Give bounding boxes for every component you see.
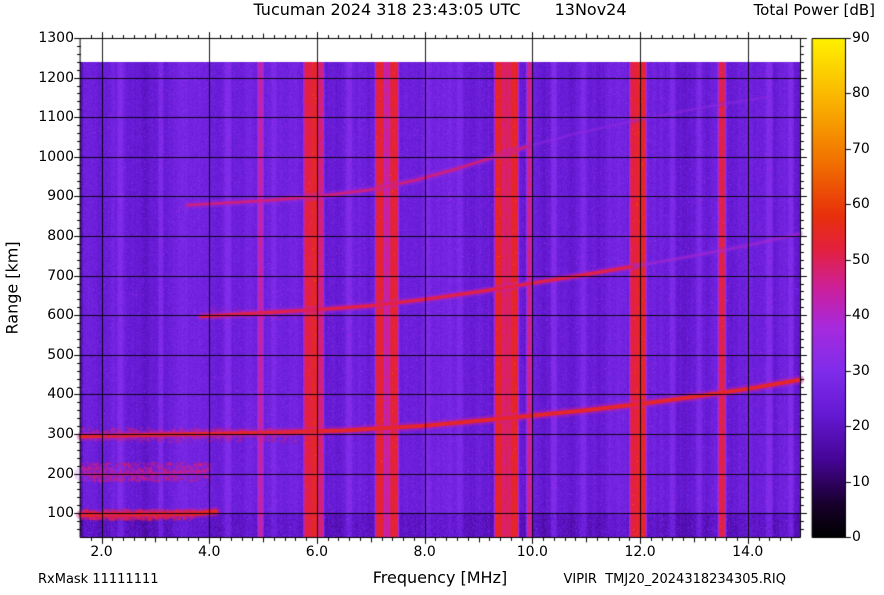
colorbar-tick-label: 20	[852, 418, 870, 435]
y-axis-tick-label: 1300	[38, 30, 74, 46]
file-id-label: VIPIR TMJ20_2024318234305.RIQ	[563, 572, 787, 587]
x-axis-tick-label: 12.0	[624, 544, 656, 560]
x-axis-tick-label: 10.0	[516, 544, 548, 560]
y-axis-tick-label: 100	[47, 505, 74, 522]
colorbar-tick-label: 60	[852, 196, 870, 213]
y-axis-tick-label: 1200	[38, 69, 74, 86]
y-axis-tick-label: 600	[47, 307, 74, 324]
colorbar-title: Total Power [dB]	[753, 1, 875, 19]
colorbar-tick-label: 30	[852, 362, 870, 379]
colorbar-tick-label: 70	[852, 140, 870, 157]
y-axis-tick-label: 500	[47, 346, 74, 363]
colorbar-tick-label: 40	[852, 307, 870, 324]
title-text: Tucuman 2024 318 23:43:05 UTC	[253, 0, 521, 19]
x-axis-tick-label: 8.0	[413, 544, 436, 560]
x-axis-tick-label: 4.0	[198, 544, 221, 560]
y-axis-tick-label: 1100	[38, 109, 74, 126]
colorbar-tick-label: 80	[852, 85, 870, 102]
title-date: 13Nov24	[554, 0, 627, 19]
colorbar-tick-label: 0	[852, 529, 861, 545]
x-axis-label: Frequency [MHz]	[372, 568, 508, 587]
x-axis-tick-label: 14.0	[732, 544, 764, 560]
colorbar-tick-label: 10	[852, 473, 870, 490]
y-axis-tick-label: 200	[47, 465, 74, 482]
plot-title: Tucuman 2024 318 23:43:05 UTC 13Nov24	[80, 1, 800, 21]
colorbar-tick-label: 50	[852, 251, 870, 268]
y-axis-tick-label: 700	[47, 267, 74, 284]
x-axis-tick-label: 6.0	[305, 544, 329, 560]
x-axis-tick-label: 2.0	[90, 544, 113, 560]
y-axis-tick-label: 800	[47, 228, 74, 245]
y-axis-tick-label: 900	[47, 188, 74, 205]
rxmask-label: RxMask 11111111	[38, 572, 159, 587]
y-axis-tick-label: 300	[47, 426, 74, 443]
y-axis-tick-label: 400	[47, 386, 74, 403]
colorbar-tick-label: 90	[852, 30, 870, 46]
y-axis-tick-label: 1000	[38, 148, 74, 165]
